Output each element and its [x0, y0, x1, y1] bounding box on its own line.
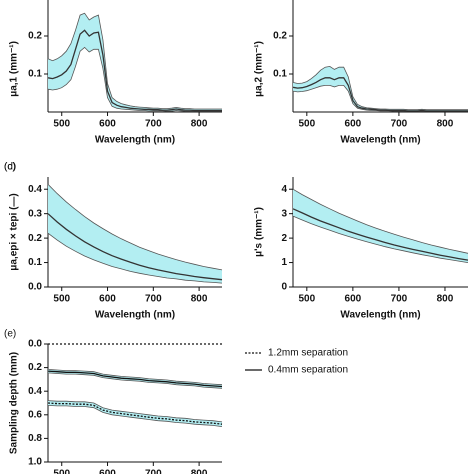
panel: 500 600 700 800 0.1 0.2 Wavelength (nm) μa,2 (m… [254, 0, 468, 146]
panel-label: (c) [4, 162, 16, 173]
band [48, 184, 222, 284]
y-tick-label: 0.3 [28, 208, 42, 219]
line [292, 208, 469, 261]
x-tick-label: 700 [145, 119, 162, 130]
panel: 500 600 700 800 0.0 0.2 0.4 0.6 0.8 1.0 Sampling d… [4, 329, 348, 474]
y-tick-label: 0.1 [273, 69, 287, 80]
line [47, 29, 222, 112]
band-lower [47, 405, 223, 427]
y-tick-label: 0.4 [28, 184, 42, 195]
x-tick-label: 800 [437, 119, 454, 130]
panel-label: (e) [4, 329, 16, 340]
y-tick-label: 2 [281, 233, 287, 244]
band-upper [47, 400, 223, 423]
line [47, 213, 223, 281]
y-tick-label: 0.4 [28, 386, 42, 397]
y-axis-label: μa,epi × tepi (—) [9, 193, 20, 271]
band [293, 66, 468, 112]
x-tick-label: 800 [191, 119, 208, 130]
x-tick-label: 800 [191, 294, 208, 305]
x-tick-label: 800 [191, 469, 208, 474]
x-tick-label: 700 [391, 294, 408, 305]
x-tick-label: 600 [345, 119, 362, 130]
line [292, 77, 468, 112]
x-tick-label: 600 [99, 119, 116, 130]
y-tick-label: 1 [281, 257, 287, 268]
x-tick-label: 600 [99, 294, 116, 305]
y-tick-label: 0.1 [28, 69, 42, 80]
legend-label: 0.4mm separation [268, 365, 348, 376]
band-lower [292, 85, 468, 112]
y-tick-label: 0.1 [28, 257, 42, 268]
panel: 500 600 700 800 0 1 2 3 4 Wavelength (nm) μ's (mm⁻… [4, 162, 469, 321]
panel: 500 600 700 800 0.1 0.2 Wavelength (nm) μa,1 (m… [9, 0, 222, 146]
y-tick-label: 0.0 [28, 282, 42, 293]
y-tick-label: 0 [281, 282, 287, 293]
y-tick-label: 1.0 [28, 457, 42, 468]
y-tick-label: 0.6 [28, 409, 42, 420]
x-tick-label: 600 [99, 469, 116, 474]
y-axis-label: μa,1 (mm⁻¹) [9, 41, 20, 97]
y-tick-label: 3 [281, 208, 287, 219]
band [293, 189, 468, 263]
band-lower [292, 215, 469, 263]
y-tick-label: 0.2 [28, 233, 42, 244]
line [47, 370, 223, 388]
y-tick-label: 0.2 [28, 362, 42, 373]
y-tick-label: 4 [281, 184, 287, 195]
y-tick-label: 0.8 [28, 433, 42, 444]
x-tick-label: 500 [298, 119, 315, 130]
y-tick-label: 0.2 [28, 31, 42, 42]
band-lower [47, 232, 223, 284]
band-upper [47, 12, 222, 110]
x-tick-label: 700 [145, 469, 162, 474]
band-lower [47, 372, 223, 389]
y-tick-label: 0.0 [28, 339, 42, 350]
y-axis-label: μ's (mm⁻¹) [254, 207, 265, 257]
band [48, 13, 222, 112]
band-upper [292, 188, 469, 254]
line [47, 402, 223, 425]
x-axis-label: Wavelength (nm) [95, 310, 175, 321]
x-tick-label: 500 [53, 294, 70, 305]
x-tick-label: 600 [345, 294, 362, 305]
panel: 500 600 700 800 0.0 0.1 0.2 0.3 0.4 Wavelength (n… [4, 162, 223, 321]
legend-label: 1.2mm separation [268, 348, 348, 359]
x-axis-label: Wavelength (nm) [340, 135, 420, 146]
band-upper [292, 65, 468, 111]
y-tick-label: 0.2 [273, 31, 287, 42]
x-tick-label: 700 [391, 119, 408, 130]
band-lower [47, 46, 222, 112]
x-tick-label: 500 [53, 469, 70, 474]
x-tick-label: 500 [298, 294, 315, 305]
x-tick-label: 500 [53, 119, 70, 130]
x-axis-label: Wavelength (nm) [340, 310, 420, 321]
x-axis-label: Wavelength (nm) [95, 135, 175, 146]
y-axis-label: Sampling depth (mm) [9, 352, 20, 454]
band-upper [47, 184, 223, 271]
panel-label: (d) [4, 162, 16, 173]
x-tick-label: 800 [437, 294, 454, 305]
y-axis-label: μa,2 (mm⁻¹) [254, 41, 265, 97]
x-tick-label: 700 [145, 294, 162, 305]
band-upper [47, 369, 223, 386]
